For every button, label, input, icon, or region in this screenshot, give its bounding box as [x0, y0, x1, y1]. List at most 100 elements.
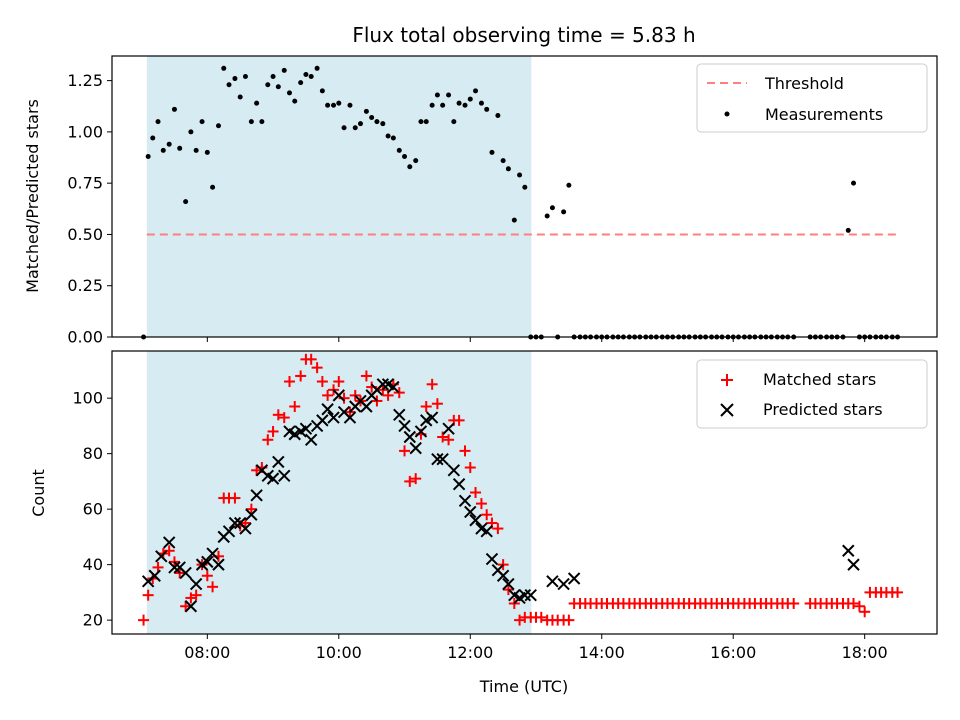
measurement-point: [150, 135, 156, 141]
predicted-point: [245, 508, 258, 521]
predicted-point: [222, 525, 236, 538]
predicted-point: [414, 425, 428, 438]
legend-matched-label: Matched stars: [763, 370, 876, 389]
x-axis-label: Time (UTC): [479, 677, 568, 696]
measurement-point: [429, 102, 435, 108]
matched-point: [464, 462, 476, 474]
predicted-point: [442, 422, 455, 435]
measurement-point: [566, 182, 572, 188]
predicted-point: [212, 558, 225, 571]
measurement-point: [145, 154, 151, 160]
predicted-point: [278, 469, 291, 483]
matched-point: [333, 376, 345, 388]
predicted-point: [393, 408, 406, 422]
predicted-point: [431, 452, 444, 466]
predicted-point: [502, 577, 515, 591]
predicted-point: [387, 380, 400, 394]
measurement-point: [363, 108, 369, 114]
measurement-point: [183, 199, 189, 205]
measurement-point: [544, 213, 550, 219]
measurement-point: [385, 133, 391, 139]
matched-point: [788, 597, 800, 609]
predicted-point: [409, 441, 422, 455]
predicted-point: [425, 411, 439, 424]
measurement-point: [155, 119, 161, 125]
xtick-label: 12:00: [447, 643, 493, 662]
predicted-point: [464, 505, 477, 519]
measurement-point: [451, 119, 457, 125]
measurement-point: [511, 217, 517, 223]
matched-point: [360, 370, 372, 382]
matched-point: [399, 445, 411, 457]
measurement-point: [495, 112, 501, 118]
measurement-point: [325, 102, 331, 108]
predicted-point: [496, 569, 510, 582]
measurement-point: [193, 147, 199, 153]
matched-point: [295, 370, 307, 382]
predicted-point: [304, 433, 318, 446]
measurement-point: [549, 205, 555, 211]
matched-point: [267, 425, 279, 437]
predicted-point: [398, 419, 411, 433]
measurement-point: [413, 158, 419, 164]
matched-point: [563, 614, 575, 626]
measurement-point: [369, 115, 375, 121]
predicted-point: [452, 477, 466, 491]
matched-point: [859, 606, 871, 618]
predicted-point: [458, 494, 472, 508]
matched-point: [272, 409, 284, 421]
measurement-point: [456, 100, 462, 106]
measurement-point: [232, 76, 238, 82]
predicted-point: [299, 422, 313, 435]
measurement-point: [199, 119, 205, 125]
measurement-point: [275, 84, 281, 90]
predicted-point: [567, 572, 581, 585]
measurement-point: [204, 149, 210, 155]
matched-point: [420, 400, 432, 412]
measurement-point: [259, 119, 265, 125]
measurement-point: [242, 74, 248, 80]
legend-matched-swatch: [721, 374, 733, 386]
measurement-point: [215, 123, 221, 129]
xtick-label: 18:00: [842, 643, 888, 662]
ratio-panel-frame: [111, 55, 938, 338]
predicted-point: [272, 455, 285, 469]
measurement-point: [160, 147, 166, 153]
measurement-point: [407, 164, 413, 170]
measurement-point: [374, 119, 380, 125]
matched-point: [481, 509, 493, 521]
matched-point: [229, 492, 241, 504]
bot-ytick-label: 40: [83, 555, 103, 574]
matched-point: [426, 378, 438, 390]
matched-point: [470, 487, 482, 498]
matched-point: [190, 589, 202, 601]
predicted-point: [206, 547, 219, 560]
matched-point: [207, 581, 219, 593]
predicted-point: [524, 588, 537, 602]
xtick-label: 10:00: [316, 643, 362, 662]
matched-point: [453, 414, 465, 426]
bot-ytick-label: 80: [83, 444, 103, 463]
measurement-point: [270, 74, 276, 80]
measurement-point: [396, 147, 402, 153]
measurement-point: [467, 96, 473, 102]
legend-measurements-label: Measurements: [765, 105, 883, 124]
matched-point: [289, 400, 301, 412]
measurement-point: [188, 129, 194, 135]
measurement-point: [390, 135, 396, 141]
measurement-point: [221, 65, 227, 71]
measurement-point: [478, 100, 484, 106]
legend-threshold-label: Threshold: [764, 74, 844, 93]
measurement-point: [500, 158, 506, 164]
predicted-point: [321, 403, 334, 416]
predicted-point: [403, 430, 416, 444]
matched-point: [322, 389, 334, 401]
predicted-point: [228, 516, 242, 530]
predicted-point: [343, 411, 357, 424]
predicted-point: [436, 452, 449, 466]
matched-point: [853, 600, 865, 612]
matched-point: [180, 600, 192, 612]
top-ytick-label: 1.00: [67, 122, 103, 141]
measurement-point: [226, 82, 232, 88]
